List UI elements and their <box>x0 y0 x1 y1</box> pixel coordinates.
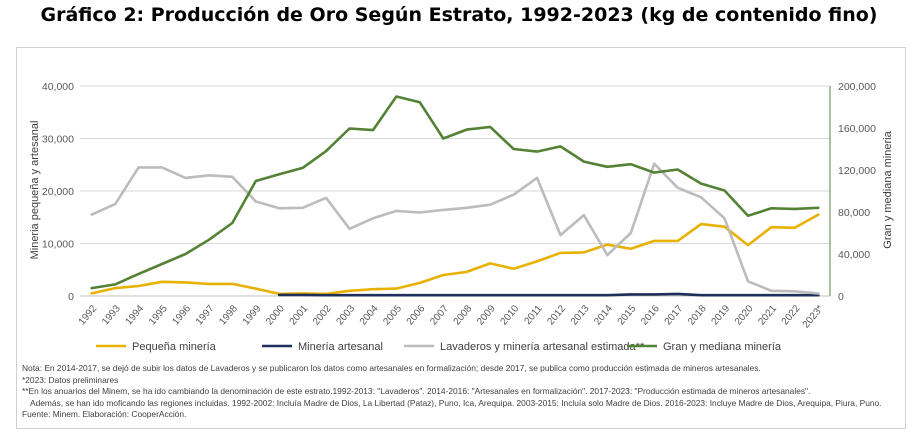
y-axis-left: 0 10,000 20,000 30,000 40,000 <box>42 81 74 303</box>
legend-label: Gran y mediana minería <box>663 341 782 353</box>
x-tick-label: 2000 <box>264 303 287 327</box>
x-tick-label: 1996 <box>170 303 193 327</box>
x-tick-label: 2004 <box>358 303 381 327</box>
x-tick-label: 1993 <box>100 303 123 327</box>
legend-label: Minería artesanal <box>298 341 383 353</box>
y-right-tick-label: 40,000 <box>838 249 870 261</box>
legend: Pequeña minería Minería artesanal Lavadero… <box>96 341 782 353</box>
chart-frame <box>16 47 906 429</box>
x-tick-label: 2019 <box>709 303 732 327</box>
x-tick-label: 2011 <box>522 303 545 327</box>
y-axis-right-label: Gran y mediana mineria <box>882 130 894 248</box>
y-left-tick-label: 0 <box>68 291 74 303</box>
series-line-0 <box>90 213 820 296</box>
y-right-tick-label: 80,000 <box>838 207 870 219</box>
y-right-tick-label: 120,000 <box>838 165 876 177</box>
y-left-tick-label: 10,000 <box>42 239 74 251</box>
x-tick-label: 1997 <box>194 303 217 327</box>
x-tick-label: 2017 <box>663 303 686 327</box>
series-line-3 <box>90 95 820 290</box>
x-tick-label: 2012 <box>545 303 568 327</box>
legend-label: Lavaderos y minería artesanal estimada** <box>440 341 645 353</box>
x-tick-label: 2013 <box>569 303 592 327</box>
x-tick-label: 2023* <box>801 303 826 330</box>
x-tick-label: 1998 <box>217 303 240 327</box>
chart-title: Gráfico 2: Producción de Oro Según Estra… <box>40 4 878 26</box>
y-axis-left-label: Mineria pequeña y artesanal <box>29 121 41 260</box>
y-axis-right: 0 40,000 80,000 120,000 160,000 200,000 <box>838 81 876 303</box>
x-tick-label: 2018 <box>686 303 709 327</box>
note-line: Además, se han ido moficando las regione… <box>30 397 882 408</box>
note-line: *2023: Datos preliminares <box>22 374 119 385</box>
x-tick-label: 1995 <box>147 303 170 327</box>
footnotes: Nota: En 2014-2017, se dejó de subir los… <box>22 363 882 421</box>
y-left-tick-label: 20,000 <box>42 186 74 198</box>
x-axis: 1992 1993 1994 1995 1996 1997 1998 1999 2000 2001… <box>77 303 826 330</box>
y-right-tick-label: 200,000 <box>838 81 876 93</box>
y-right-tick-label: 0 <box>838 291 844 303</box>
x-tick-label: 2022 <box>780 303 803 327</box>
x-tick-label: 2008 <box>452 303 475 327</box>
x-tick-label: 1992 <box>77 303 100 327</box>
x-tick-label: 1999 <box>241 303 264 327</box>
x-tick-label: 2007 <box>428 303 451 327</box>
legend-label: Pequeña minería <box>132 341 217 353</box>
x-tick-label: 2010 <box>499 303 522 327</box>
x-tick-label: 2014 <box>592 303 615 327</box>
y-left-tick-label: 40,000 <box>42 81 74 93</box>
x-tick-label: 2002 <box>311 303 334 327</box>
x-tick-label: 2021 <box>756 303 779 327</box>
note-line: Nota: En 2014-2017, se dejó de subir los… <box>22 363 761 373</box>
x-tick-label: 2020 <box>733 303 756 327</box>
source-line: Fuente: Minem. Elaboración: CooperAcción… <box>22 409 187 419</box>
gridlines <box>80 85 831 297</box>
x-tick-label: 2006 <box>405 303 428 327</box>
series-line-1 <box>277 292 820 297</box>
y-right-tick-label: 160,000 <box>838 123 876 135</box>
series-line-2 <box>90 162 820 295</box>
x-tick-label: 2016 <box>639 303 662 327</box>
x-tick-label: 2005 <box>381 303 404 327</box>
x-tick-label: 2015 <box>616 303 639 327</box>
note-line: **En los anuarios del Minem, se ha ido c… <box>22 386 811 396</box>
x-tick-label: 2009 <box>475 303 498 327</box>
x-tick-label: 2003 <box>334 303 357 327</box>
series-lines <box>90 95 820 297</box>
x-tick-label: 2001 <box>288 303 311 327</box>
y-left-tick-label: 30,000 <box>42 134 74 146</box>
x-tick-label: 1994 <box>124 303 147 327</box>
